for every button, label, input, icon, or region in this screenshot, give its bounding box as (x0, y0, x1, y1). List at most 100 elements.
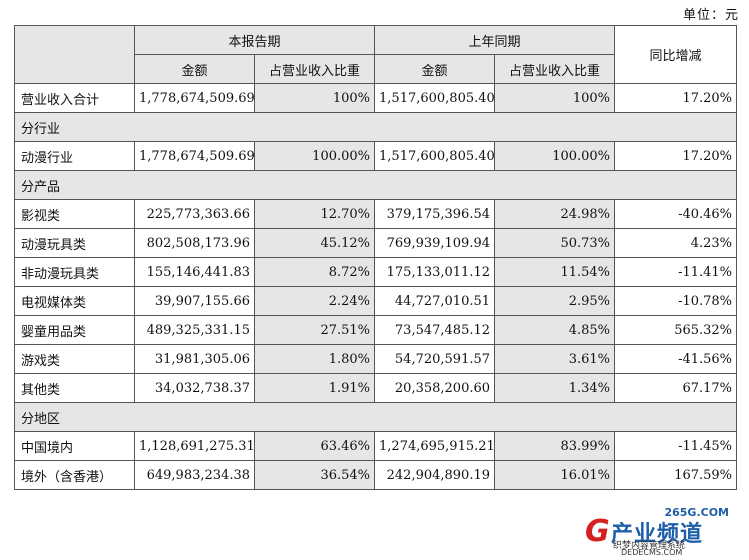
row-label: 游戏类 (14, 344, 135, 374)
yoy-change-cell: -10.78% (614, 286, 738, 316)
row-label: 中国境内 (14, 431, 135, 461)
table-row: 中国境内 1,128,691,275.31 63.46% 1,274,695,915.… (14, 431, 738, 461)
prior-amount-cell: 1,517,600,805.40 (374, 141, 496, 171)
table-row: 境外（含香港） 649,983,234.38 36.54% 242,904,890.1… (14, 460, 738, 490)
table-row: 其他类 34,032,738.37 1.91% 20,358,200.60 1.34% 6… (14, 373, 738, 403)
row-label: 动漫行业 (14, 141, 135, 171)
section-label: 分行业 (13, 112, 738, 142)
watermark-logo: 265G.COM G 产业频道 织梦内容管理系统 DEDECMS.COM (585, 506, 745, 557)
prior-amount-cell: 175,133,011.12 (374, 257, 496, 287)
revenue-table: 本报告期 上年同期 同比增减 金额 占营业收入比重 金额 占营业收入比重 营业收… (13, 25, 738, 490)
table-row: 电视媒体类 39,907,155.66 2.24% 44,727,010.51 2.95… (14, 286, 738, 316)
current-share-cell: 100% (253, 83, 376, 113)
header-blank-cell (14, 25, 135, 84)
yoy-change-cell: 17.20% (614, 83, 738, 113)
current-share-cell: 12.70% (253, 199, 376, 229)
yoy-change-cell: -40.46% (614, 199, 738, 229)
current-share-cell: 1.80% (253, 344, 376, 374)
current-share-cell: 45.12% (253, 228, 376, 258)
current-amount-cell: 34,032,738.37 (134, 373, 255, 403)
header-prior-period: 上年同期 (374, 25, 616, 55)
header-cur-amount: 金额 (134, 54, 255, 84)
current-amount-cell: 1,778,674,509.69 (134, 141, 255, 171)
table-row: 影视类 225,773,363.66 12.70% 379,175,396.54 24.… (14, 199, 738, 229)
watermark-domain: 265G.COM (664, 506, 729, 519)
current-share-cell: 63.46% (253, 431, 376, 461)
current-amount-cell: 39,907,155.66 (134, 286, 255, 316)
header-prev-share: 占营业收入比重 (494, 54, 616, 84)
row-label: 其他类 (14, 373, 135, 403)
current-amount-cell: 155,146,441.83 (134, 257, 255, 287)
row-label: 电视媒体类 (14, 286, 135, 316)
prior-share-cell: 16.01% (494, 460, 616, 490)
current-amount-cell: 802,508,173.96 (134, 228, 255, 258)
prior-amount-cell: 769,939,109.94 (374, 228, 496, 258)
yoy-change-cell: 17.20% (614, 141, 738, 171)
prior-amount-cell: 54,720,591.57 (374, 344, 496, 374)
prior-share-cell: 2.95% (494, 286, 616, 316)
yoy-change-cell: 565.32% (614, 315, 738, 345)
section-label: 分地区 (13, 402, 738, 432)
prior-amount-cell: 1,517,600,805.40 (374, 83, 496, 113)
table-row: 营业收入合计 1,778,674,509.69 100% 1,517,600,805.… (14, 83, 738, 113)
table-row: 游戏类 31,981,305.06 1.80% 54,720,591.57 3.61% -… (14, 344, 738, 374)
prior-amount-cell: 20,358,200.60 (374, 373, 496, 403)
prior-share-cell: 4.85% (494, 315, 616, 345)
prior-share-cell: 50.73% (494, 228, 616, 258)
watermark-tagline: 织梦内容管理系统 (613, 541, 686, 551)
row-label: 动漫玩具类 (14, 228, 135, 258)
current-share-cell: 100.00% (253, 141, 376, 171)
yoy-change-cell: 4.23% (614, 228, 738, 258)
header-prev-amount: 金额 (374, 54, 496, 84)
current-amount-cell: 489,325,331.15 (134, 315, 255, 345)
prior-amount-cell: 73,547,485.12 (374, 315, 496, 345)
current-share-cell: 1.91% (253, 373, 376, 403)
prior-amount-cell: 379,175,396.54 (374, 199, 496, 229)
current-amount-cell: 649,983,234.38 (134, 460, 255, 490)
yoy-change-cell: -41.56% (614, 344, 738, 374)
section-row: 分产品 (13, 170, 738, 200)
current-share-cell: 36.54% (253, 460, 376, 490)
prior-share-cell: 11.54% (494, 257, 616, 287)
table-row: 婴童用品类 489,325,331.15 27.51% 73,547,485.12 4.… (14, 315, 738, 345)
watermark-url: DEDECMS.COM (621, 548, 683, 557)
prior-share-cell: 3.61% (494, 344, 616, 374)
watermark-g-letter: G (585, 514, 610, 549)
row-label: 影视类 (14, 199, 135, 229)
table-row: 非动漫玩具类 155,146,441.83 8.72% 175,133,011.12 1… (14, 257, 738, 287)
header-row-2: 金额 占营业收入比重 金额 占营业收入比重 (15, 54, 737, 84)
section-row: 分行业 (13, 112, 738, 142)
yoy-change-cell: 67.17% (614, 373, 738, 403)
table-row: 动漫玩具类 802,508,173.96 45.12% 769,939,109.94 5… (14, 228, 738, 258)
current-share-cell: 2.24% (253, 286, 376, 316)
header-yoy: 同比增减 (614, 25, 738, 84)
current-amount-cell: 1,128,691,275.31 (134, 431, 255, 461)
prior-share-cell: 1.34% (494, 373, 616, 403)
prior-share-cell: 100% (494, 83, 616, 113)
header-cur-share: 占营业收入比重 (253, 54, 376, 84)
row-label: 境外（含香港） (14, 460, 135, 490)
current-amount-cell: 1,778,674,509.69 (134, 83, 255, 113)
watermark-brand: 产业频道 (611, 522, 704, 547)
unit-label: 单位：元 (682, 8, 739, 23)
current-share-cell: 27.51% (253, 315, 376, 345)
prior-share-cell: 83.99% (494, 431, 616, 461)
current-amount-cell: 31,981,305.06 (134, 344, 255, 374)
header-current-period: 本报告期 (133, 25, 376, 55)
current-share-cell: 8.72% (253, 257, 376, 287)
prior-share-cell: 100.00% (494, 141, 616, 171)
prior-amount-cell: 1,274,695,915.21 (374, 431, 496, 461)
yoy-change-cell: 167.59% (614, 460, 738, 490)
row-label: 营业收入合计 (14, 83, 135, 113)
row-label: 婴童用品类 (14, 315, 135, 345)
prior-share-cell: 24.98% (494, 199, 616, 229)
prior-amount-cell: 44,727,010.51 (374, 286, 496, 316)
yoy-change-cell: -11.41% (614, 257, 738, 287)
current-amount-cell: 225,773,363.66 (134, 199, 255, 229)
prior-amount-cell: 242,904,890.19 (374, 460, 496, 490)
table-row: 动漫行业 1,778,674,509.69 100.00% 1,517,600,805… (14, 141, 738, 171)
section-label: 分产品 (13, 170, 738, 200)
section-row: 分地区 (13, 402, 738, 432)
yoy-change-cell: -11.45% (614, 431, 738, 461)
row-label: 非动漫玩具类 (14, 257, 135, 287)
